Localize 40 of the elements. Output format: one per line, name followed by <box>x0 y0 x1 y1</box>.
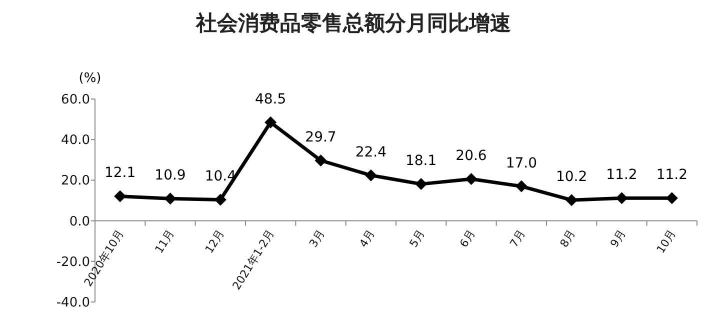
data-label: 18.1 <box>405 153 437 170</box>
y-tick-label: 40.0 <box>61 133 90 148</box>
y-tick-label: 0.0 <box>69 214 90 230</box>
data-label: 12.1 <box>104 165 136 182</box>
data-label: 17.0 <box>506 155 538 172</box>
y-tick-label: -40.0 <box>56 296 90 310</box>
x-tick-label: 4月 <box>356 228 378 250</box>
x-tick-label: 8月 <box>558 228 578 250</box>
y-tick-label: 60.0 <box>61 92 90 108</box>
point <box>314 154 327 167</box>
point <box>364 169 377 182</box>
y-tick-label: 20.0 <box>61 174 90 189</box>
data-label: 22.4 <box>355 144 387 160</box>
x-tick-label: 10月 <box>654 228 678 256</box>
point <box>164 192 176 205</box>
chart-title: 社会消费品零售总额分月同比增速 <box>195 10 511 35</box>
point <box>566 194 578 206</box>
data-label: 48.5 <box>254 91 286 108</box>
x-tick-label: 5月 <box>407 228 428 250</box>
x-tick-label: 3月 <box>306 228 328 250</box>
data-label: 10.2 <box>556 169 588 186</box>
data-label: 29.7 <box>305 130 336 146</box>
point <box>515 180 528 192</box>
point <box>415 178 428 190</box>
x-tick-label: 12月 <box>202 228 227 256</box>
x-tick-label: 9月 <box>608 228 628 250</box>
data-label: 20.6 <box>456 148 487 164</box>
y-axis-title: (%) <box>78 71 102 86</box>
data-label: 11.2 <box>656 167 688 184</box>
point <box>214 194 226 206</box>
x-tick-label: 6月 <box>457 228 478 250</box>
data-label: 10.9 <box>154 168 186 184</box>
point <box>465 172 478 185</box>
point <box>616 192 628 204</box>
x-tick-label: 7月 <box>507 228 528 250</box>
point <box>114 190 126 202</box>
x-tick-label: 11月 <box>152 228 177 256</box>
point <box>264 116 277 128</box>
point <box>666 192 678 204</box>
data-label: 11.2 <box>606 167 638 184</box>
